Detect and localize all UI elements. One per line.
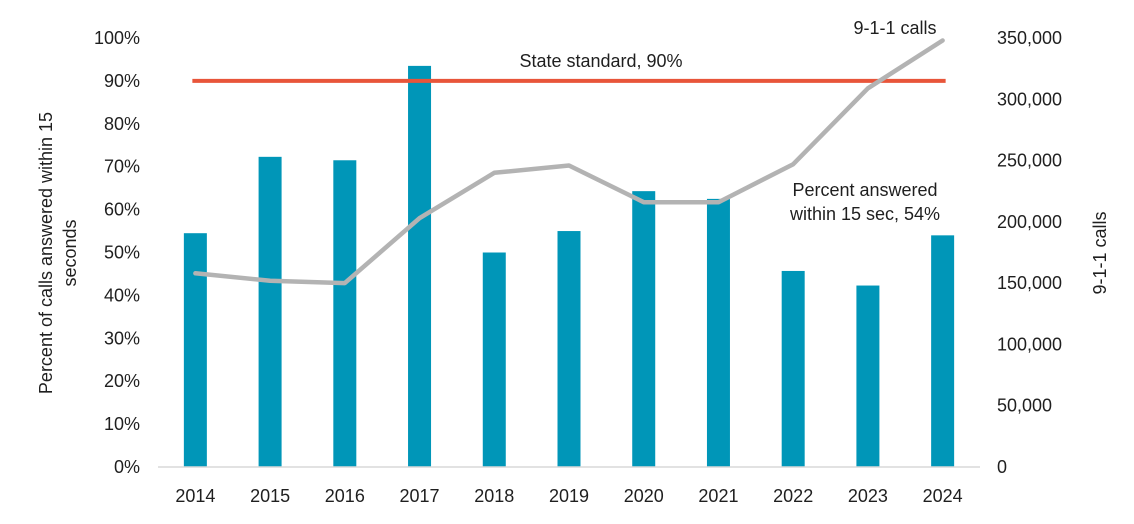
calls-line-label: 9-1-1 calls <box>853 18 936 38</box>
left-tick-label: 40% <box>104 285 140 305</box>
left-tick-label: 30% <box>104 328 140 348</box>
right-tick-label: 300,000 <box>997 89 1062 109</box>
left-axis-title-line2: seconds <box>60 219 80 286</box>
x-tick-label: 2021 <box>698 486 738 506</box>
bar <box>408 65 432 467</box>
right-tick-label: 200,000 <box>997 212 1062 232</box>
percent-bar-label-line2: within 15 sec, 54% <box>789 204 940 224</box>
left-tick-label: 10% <box>104 414 140 434</box>
bar <box>557 231 581 467</box>
x-tick-label: 2014 <box>175 486 215 506</box>
x-tick-label: 2019 <box>549 486 589 506</box>
x-tick-label: 2016 <box>325 486 365 506</box>
left-tick-label: 60% <box>104 200 140 220</box>
right-tick-label: 100,000 <box>997 334 1062 354</box>
calls-line-series <box>193 38 945 286</box>
bar-series <box>183 65 955 467</box>
right-tick-label: 150,000 <box>997 273 1062 293</box>
right-tick-label: 0 <box>997 457 1007 477</box>
right-tick-label: 50,000 <box>997 396 1052 416</box>
left-tick-label: 80% <box>104 114 140 134</box>
bar <box>258 156 282 467</box>
state-standard-label: State standard, 90% <box>519 51 682 71</box>
left-tick-label: 90% <box>104 71 140 91</box>
bar <box>482 252 506 467</box>
bar <box>183 233 207 467</box>
left-tick-label: 50% <box>104 243 140 263</box>
x-tick-label: 2024 <box>923 486 963 506</box>
x-tick-label: 2022 <box>773 486 813 506</box>
right-tick-label: 250,000 <box>997 151 1062 171</box>
right-axis-ticks: 0 50,000 100,000 150,000 200,000 250,000 300,0… <box>997 28 1062 477</box>
x-tick-label: 2018 <box>474 486 514 506</box>
bar <box>931 235 955 467</box>
percent-bar-label-line1: Percent answered <box>792 180 937 200</box>
bar <box>856 285 880 467</box>
left-axis-ticks: 0% 10% 20% 30% 40% 50% 60% 70% 80% 90% 100% <box>94 28 140 477</box>
bar <box>333 160 357 467</box>
right-tick-label: 350,000 <box>997 28 1062 48</box>
left-tick-label: 70% <box>104 157 140 177</box>
x-tick-label: 2017 <box>400 486 440 506</box>
x-tick-label: 2015 <box>250 486 290 506</box>
left-tick-label: 20% <box>104 371 140 391</box>
bar <box>781 270 805 467</box>
right-axis-title: 9-1-1 calls <box>1090 211 1110 294</box>
x-axis-ticks: 2014 2015 2016 2017 2018 2019 2020 2021 2022 2023… <box>175 486 962 506</box>
bar <box>632 191 656 467</box>
left-tick-label: 0% <box>114 457 140 477</box>
x-tick-label: 2023 <box>848 486 888 506</box>
left-tick-label: 100% <box>94 28 140 48</box>
bar <box>706 198 730 467</box>
x-tick-label: 2020 <box>624 486 664 506</box>
left-axis-title-line1: Percent of calls answered within 15 <box>36 112 56 394</box>
